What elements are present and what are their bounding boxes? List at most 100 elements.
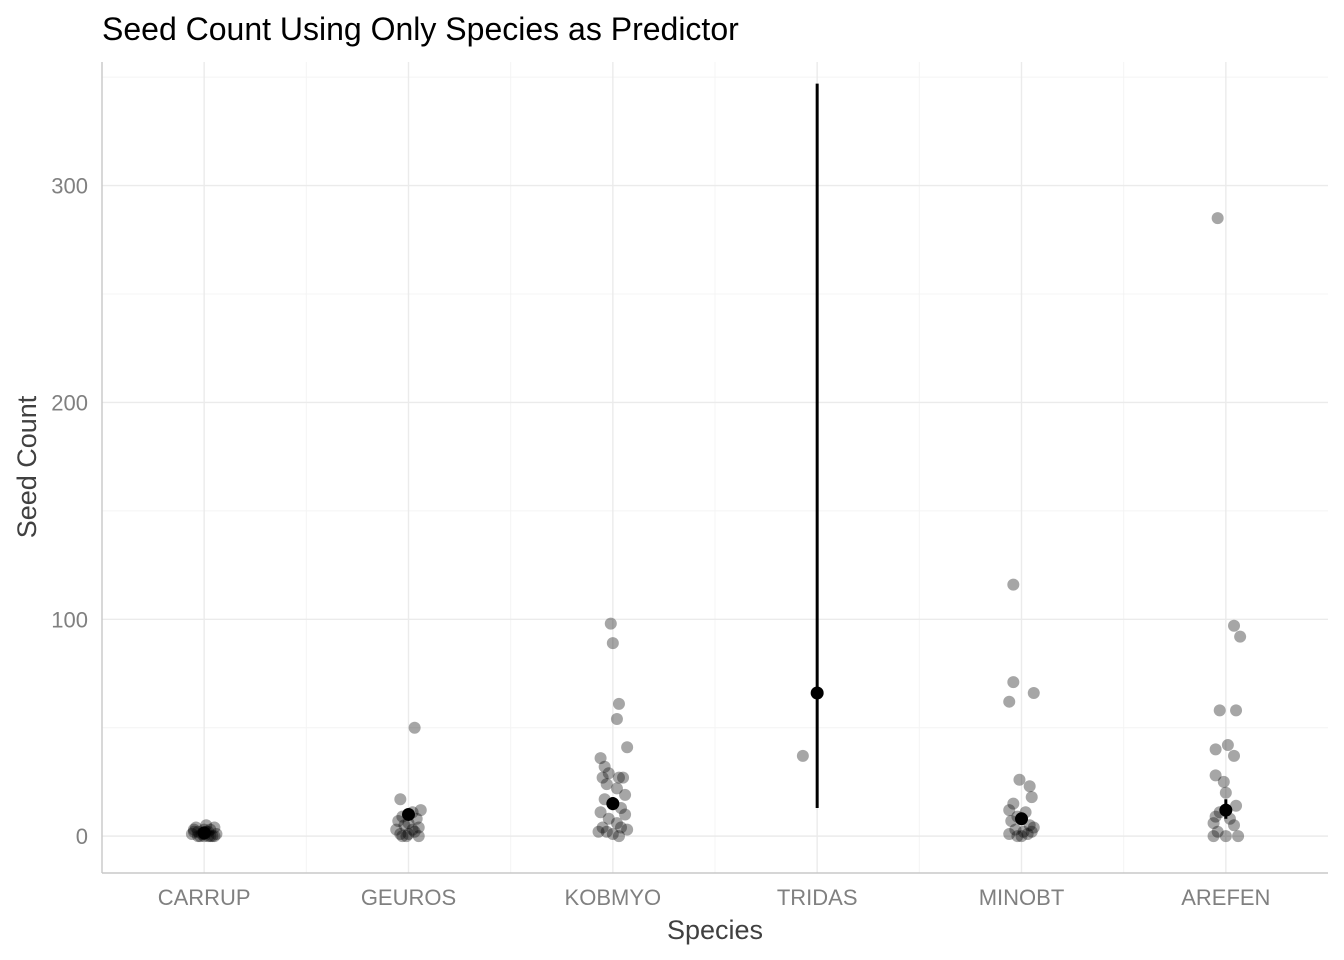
observation-point [1005, 814, 1018, 827]
x-tick-label: TRIDAS [777, 885, 858, 910]
observation-point [406, 823, 419, 836]
observation-point [1027, 821, 1040, 834]
observation-point [1209, 810, 1222, 823]
observation-point [398, 819, 411, 832]
observation-point [610, 713, 623, 726]
observation-points [185, 212, 1247, 843]
observation-point [1009, 823, 1022, 836]
observation-point [1015, 830, 1028, 843]
observation-point [414, 804, 427, 817]
y-axis-title: Seed Count [12, 395, 42, 538]
observation-point [594, 806, 607, 819]
observation-point [1219, 830, 1232, 843]
observation-point [621, 741, 634, 754]
observation-point [602, 767, 615, 780]
observation-point [185, 827, 198, 840]
observation-point [1232, 830, 1245, 843]
observation-point [400, 830, 413, 843]
observation-point [1211, 212, 1224, 225]
observation-point [390, 823, 403, 836]
observation-point [392, 814, 405, 827]
observation-point [1007, 676, 1020, 689]
observation-point [210, 827, 223, 840]
observation-point [402, 827, 415, 840]
observation-point [1207, 817, 1220, 830]
observation-point [600, 825, 613, 838]
observation-point [619, 808, 632, 821]
y-tick-label: 100 [51, 607, 88, 632]
y-tick-label: 0 [76, 824, 88, 849]
observation-point [596, 821, 609, 834]
mean-marker [1015, 812, 1028, 826]
observation-point [1023, 780, 1036, 793]
x-axis-title: Species [667, 915, 763, 945]
observation-point [1011, 830, 1024, 843]
x-tick-label: GEUROS [361, 885, 456, 910]
observation-point [619, 788, 632, 801]
observation-point [1217, 775, 1230, 788]
observation-point [1027, 687, 1040, 700]
observation-point [1209, 743, 1222, 756]
observation-point [621, 823, 634, 836]
observation-point [606, 637, 619, 650]
y-tick-label: 300 [51, 174, 88, 199]
mean-marker [1219, 803, 1233, 817]
observation-point [617, 771, 630, 784]
observation-point [1219, 786, 1232, 799]
gridlines [102, 62, 1328, 873]
observation-point [602, 812, 615, 825]
observation-point [394, 793, 407, 806]
observation-point [1003, 827, 1016, 840]
y-tick-label: 200 [51, 390, 88, 415]
observation-point [1003, 695, 1016, 708]
observation-point [610, 817, 623, 830]
observation-point [1003, 804, 1016, 817]
y-tick-labels: 0 100 200 300 [51, 174, 88, 850]
observation-point [1234, 630, 1247, 643]
axes [101, 62, 1328, 874]
observation-point [600, 778, 613, 791]
x-tick-label: MINOBT [979, 885, 1065, 910]
observation-point [1228, 819, 1241, 832]
observation-point [1025, 825, 1038, 838]
x-tick-labels: CARRUP GEUROS KOBMYO TRIDAS MINOBT AREFEN [158, 885, 1271, 910]
observation-point [612, 697, 625, 710]
observation-point [606, 827, 619, 840]
estimate-markers [197, 83, 1233, 840]
observation-point [596, 771, 609, 784]
observation-point [412, 821, 425, 834]
x-tick-label: CARRUP [158, 885, 251, 910]
observation-point [1021, 827, 1034, 840]
observation-point [1228, 749, 1241, 762]
observation-point [187, 823, 200, 836]
observation-point [1209, 769, 1222, 782]
observation-point [394, 827, 407, 840]
observation-point [1013, 773, 1026, 786]
observation-point [1017, 825, 1030, 838]
observation-point [396, 830, 409, 843]
observation-point [1207, 830, 1220, 843]
observation-point [1007, 578, 1020, 591]
observation-point [208, 821, 221, 834]
observation-point [187, 825, 200, 838]
chart-title: Seed Count Using Only Species as Predict… [102, 11, 739, 47]
observation-point [796, 749, 809, 762]
observation-point [598, 760, 611, 773]
observation-point [412, 830, 425, 843]
observation-point [612, 830, 625, 843]
mean-marker [402, 807, 415, 821]
observation-point [208, 830, 221, 843]
observation-point [1221, 739, 1234, 752]
observation-point [1230, 704, 1243, 717]
observation-point [594, 752, 607, 765]
observation-point [610, 782, 623, 795]
observation-point [604, 617, 617, 630]
x-tick-label: AREFEN [1181, 885, 1270, 910]
observation-point [1228, 619, 1241, 632]
observation-point [1025, 791, 1038, 804]
x-tick-label: KOBMYO [565, 885, 662, 910]
observation-point [1230, 799, 1243, 812]
mean-marker [606, 797, 620, 811]
mean-marker [197, 826, 211, 840]
